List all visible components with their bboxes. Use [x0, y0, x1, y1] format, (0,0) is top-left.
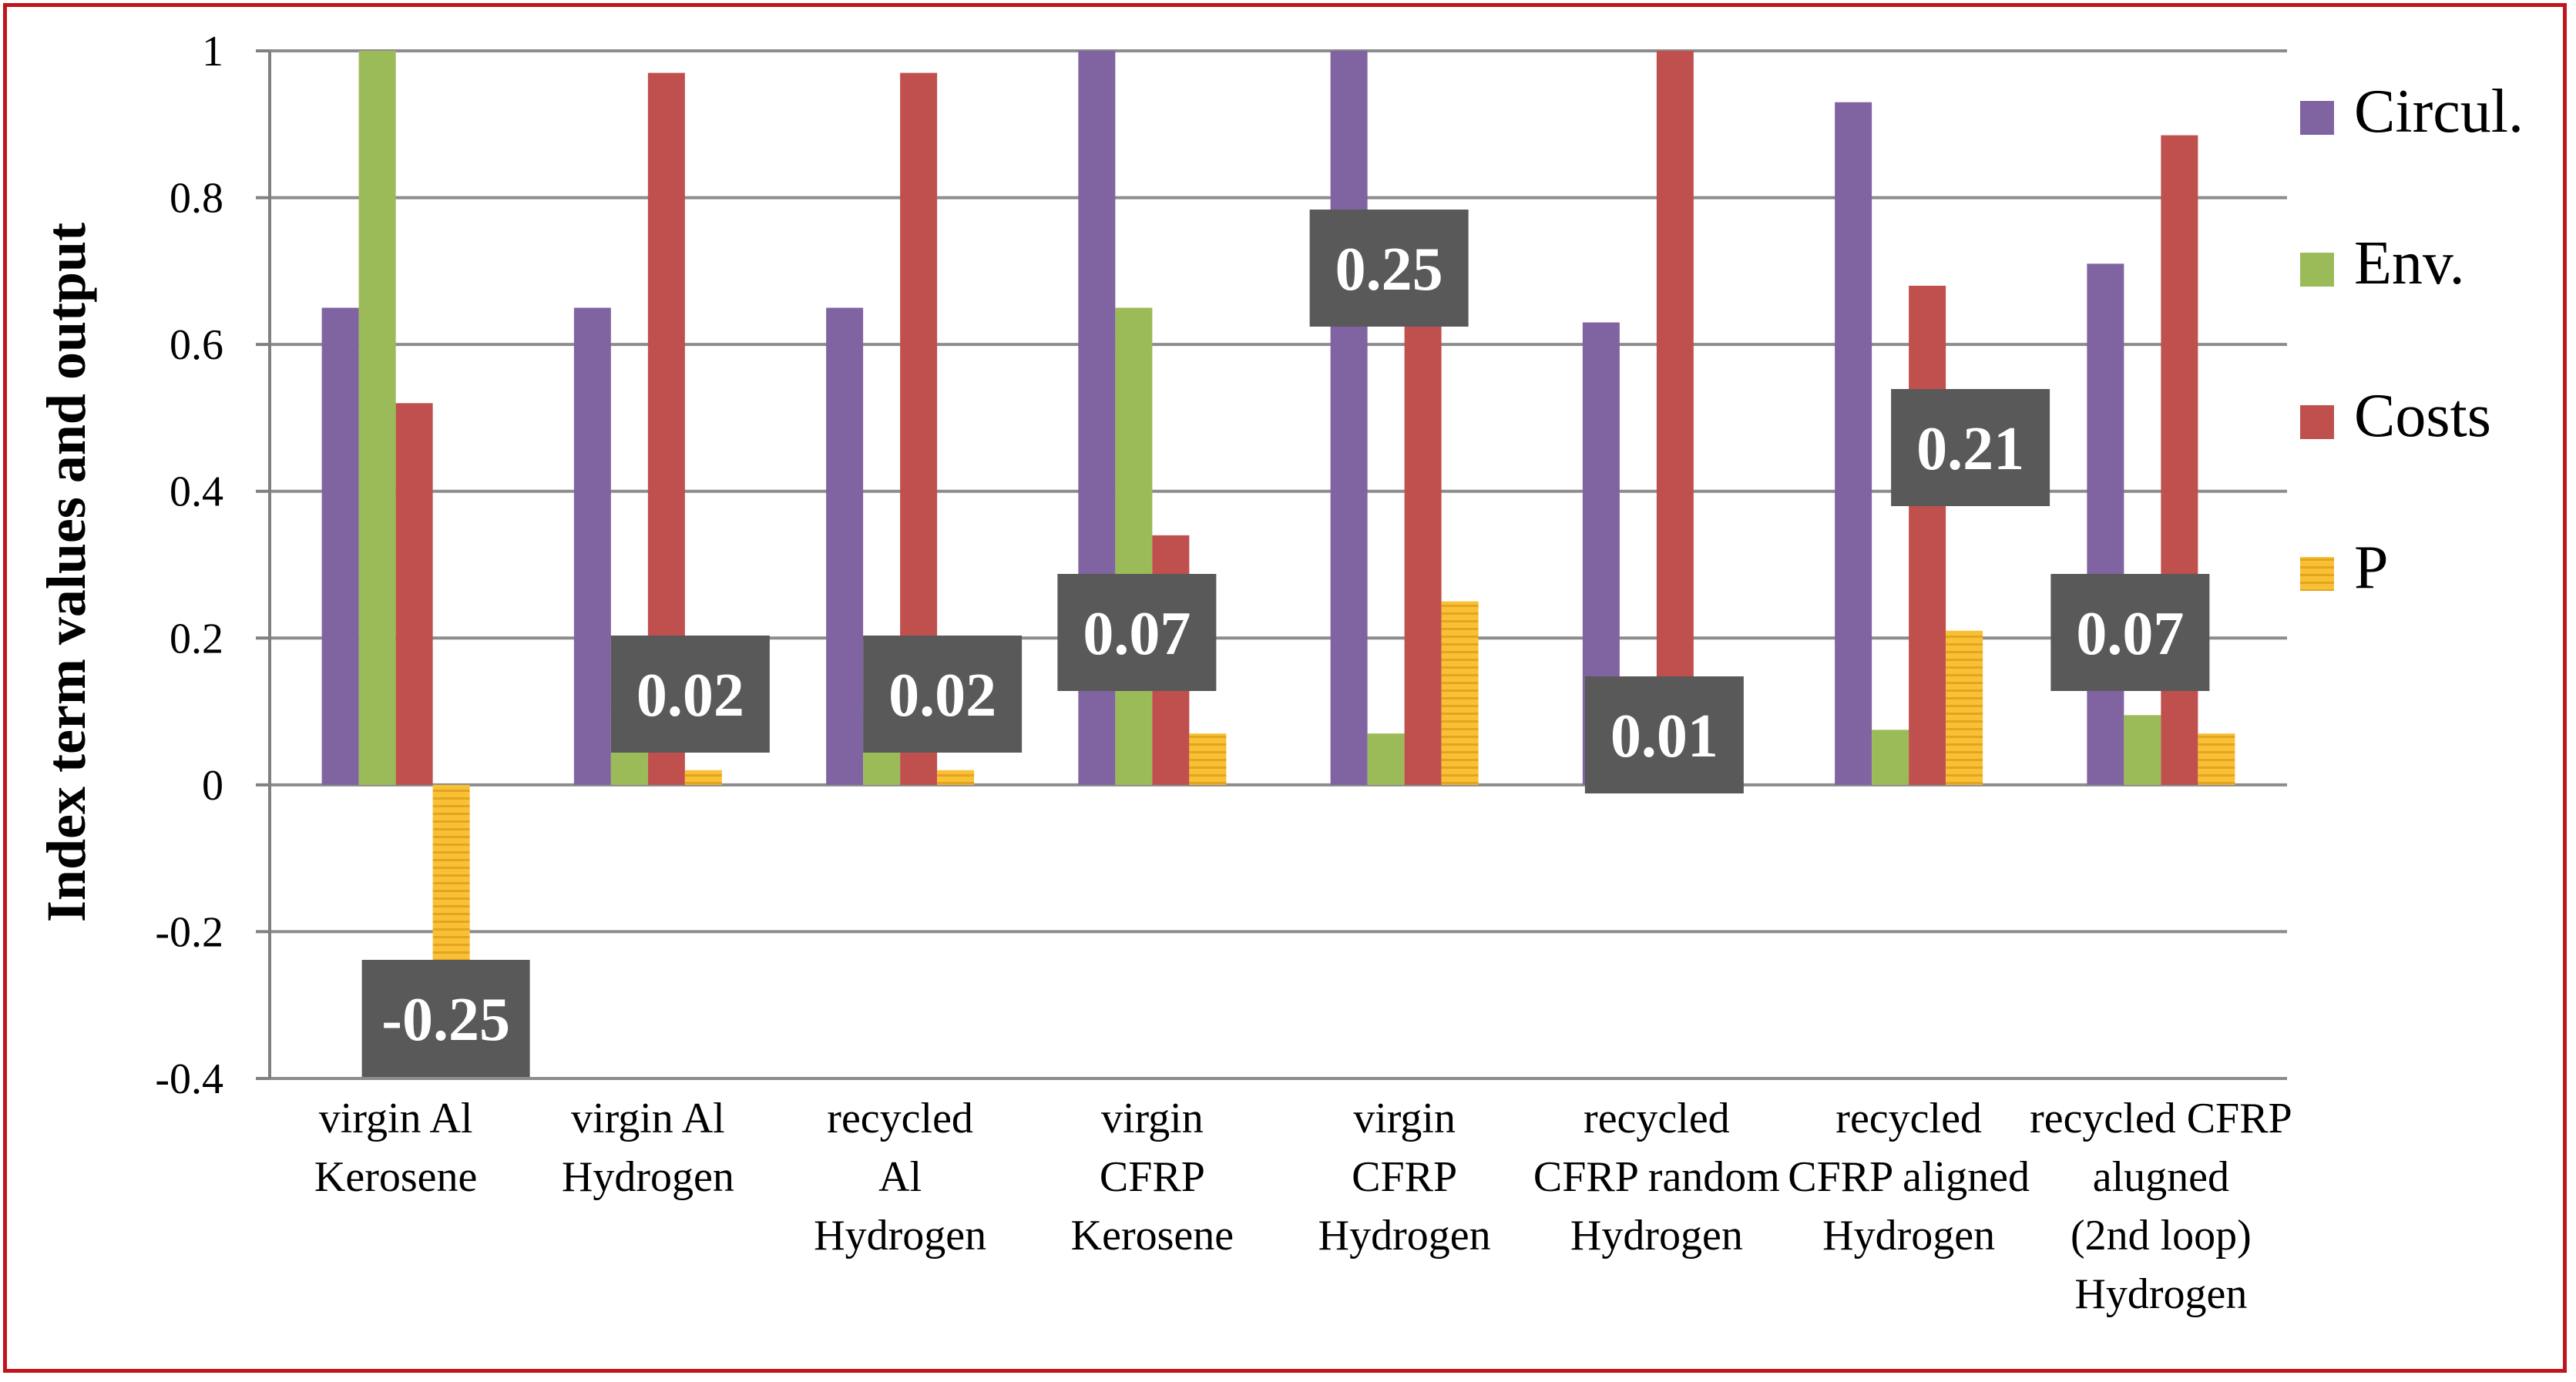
- annotation-label: 0.02: [888, 662, 996, 730]
- bar-p-5: [1441, 601, 1479, 785]
- annotation-box: [1891, 389, 2050, 506]
- annotation-box: [863, 636, 1023, 753]
- bar-costs-1: [395, 403, 433, 785]
- bar-p-3: [937, 770, 975, 785]
- callouts: -0.25 0.02 0.02 0.07 0.25 0.01 0.21 0.07: [361, 210, 2210, 1077]
- category-label: recycled CFRP: [2030, 1095, 2292, 1142]
- legend-swatch: [2300, 253, 2334, 287]
- category-label: Hydrogen: [562, 1153, 734, 1201]
- annotation-box: [361, 960, 530, 1077]
- annotation-box: [1057, 574, 1217, 691]
- bar-costs-6: [1656, 51, 1694, 785]
- category-label: Hydrogen: [1570, 1212, 1743, 1260]
- y-tick-label: 1: [202, 28, 223, 75]
- bar-circul-1: [321, 307, 359, 785]
- annotation-label: 0.07: [2076, 600, 2184, 668]
- bar-circul-2: [573, 307, 611, 785]
- legend-label: P: [2354, 534, 2389, 602]
- bar-p-8: [2198, 733, 2235, 785]
- y-tick-label: -0.4: [155, 1055, 223, 1103]
- bar-circul-3: [826, 307, 864, 785]
- bar-circul-7: [1835, 102, 1872, 785]
- legend-label: Costs: [2354, 382, 2491, 450]
- bar-p-7: [1946, 630, 1983, 785]
- category-label: CFRP random: [1533, 1153, 1780, 1201]
- y-axis-title: Index term values and output: [35, 223, 97, 922]
- category-label: Kerosene: [1071, 1212, 1234, 1260]
- category-label: virgin Al: [571, 1095, 725, 1142]
- category-label: recycled: [1835, 1095, 1982, 1142]
- annotation-box: [610, 636, 770, 753]
- annotation-box: [2050, 574, 2210, 691]
- bar-env-4: [1115, 307, 1153, 785]
- category-label: virgin Al: [319, 1095, 473, 1142]
- bar-env-8: [2124, 715, 2161, 785]
- y-tick-label: -0.2: [155, 908, 223, 956]
- y-tick-label: 0.8: [170, 175, 223, 223]
- category-label: recycled: [1584, 1095, 1730, 1142]
- legend-label: Env.: [2354, 230, 2465, 297]
- bar-circul-8: [2087, 263, 2124, 785]
- category-label: Hydrogen: [2074, 1270, 2247, 1318]
- category-label: Hydrogen: [1822, 1212, 1995, 1260]
- category-label: Hydrogen: [1318, 1212, 1491, 1260]
- category-label: CFRP aligned: [1788, 1153, 2030, 1201]
- annotation-label: 0.25: [1335, 236, 1443, 304]
- annotation-label: 0.21: [1916, 415, 2024, 483]
- category-label: (2nd loop): [2071, 1212, 2252, 1260]
- category-label: Kerosene: [314, 1153, 477, 1201]
- bar-env-7: [1872, 730, 1909, 785]
- axes: [256, 49, 271, 1080]
- annotation-box: [1584, 676, 1744, 793]
- bar-p-2: [684, 770, 722, 785]
- legend: Circul. Env. Costs P: [2300, 78, 2524, 602]
- category-label: virgin: [1353, 1095, 1456, 1142]
- y-tick-label: 0: [202, 762, 223, 810]
- category-label: alugned: [2093, 1153, 2229, 1201]
- labels: 1 0.8 0.6 0.4 0.2 0 -0.2 -0.4 Index term values …: [35, 28, 2292, 1318]
- category-label: CFRP: [1100, 1153, 1205, 1201]
- bar-env-1: [358, 51, 396, 785]
- bar-costs-7: [1909, 285, 1946, 785]
- gridlines: [270, 49, 2287, 1080]
- legend-swatch: [2300, 405, 2334, 439]
- category-label: CFRP: [1352, 1153, 1457, 1201]
- annotation-label: 0.01: [1610, 703, 1718, 770]
- annotation-label: 0.02: [636, 662, 744, 730]
- legend-label: Circul.: [2354, 78, 2524, 146]
- legend-swatch: [2300, 101, 2334, 135]
- y-tick-label: 0.2: [170, 615, 223, 662]
- chart-frame: [3, 3, 2567, 1373]
- category-label: recycled: [827, 1095, 973, 1142]
- category-label: Hydrogen: [814, 1212, 986, 1260]
- legend-swatch: [2300, 557, 2334, 591]
- annotation-label: 0.07: [1083, 600, 1191, 668]
- bar-p-4: [1189, 733, 1227, 785]
- annotation-box: [1309, 210, 1469, 327]
- annotation-label: -0.25: [381, 986, 510, 1054]
- bars: [321, 51, 2235, 969]
- category-label: virgin: [1101, 1095, 1204, 1142]
- y-tick-label: 0.4: [170, 468, 223, 516]
- bar-env-5: [1367, 733, 1405, 785]
- y-tick-label: 0.6: [170, 321, 223, 369]
- bar-circul-5: [1330, 51, 1368, 785]
- category-label: Al: [878, 1153, 922, 1201]
- bar-p-1: [432, 784, 470, 969]
